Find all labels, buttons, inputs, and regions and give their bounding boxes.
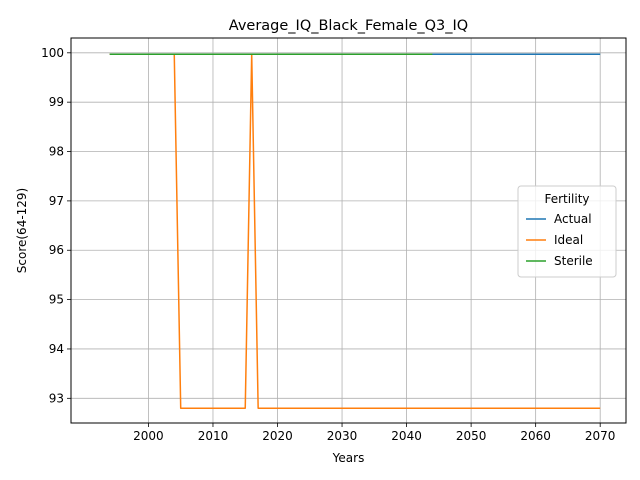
- y-axis-label: Score(64-129): [15, 188, 29, 273]
- y-tick-label: 98: [49, 145, 64, 159]
- chart-title: Average_IQ_Black_Female_Q3_IQ: [229, 18, 468, 34]
- x-axis-label: Years: [332, 451, 365, 465]
- y-tick-label: 96: [49, 243, 64, 257]
- y-axis-ticks: 93 94 95 96 97 98 99 100: [41, 46, 71, 406]
- x-axis-ticks: 2000 2010 2020 2030 2040 2050 2060 2070: [133, 423, 615, 443]
- x-tick-label: 2050: [456, 429, 487, 443]
- legend-title: Fertility: [544, 192, 589, 206]
- legend-label-ideal: Ideal: [554, 233, 583, 247]
- x-tick-label: 2010: [198, 429, 229, 443]
- x-tick-label: 2000: [133, 429, 164, 443]
- legend: Fertility Actual Ideal Sterile: [518, 186, 616, 277]
- x-tick-label: 2060: [520, 429, 551, 443]
- x-tick-label: 2030: [327, 429, 358, 443]
- x-tick-label: 2020: [262, 429, 293, 443]
- x-tick-label: 2070: [585, 429, 616, 443]
- y-tick-label: 99: [49, 95, 64, 109]
- y-tick-label: 93: [49, 391, 64, 405]
- legend-label-actual: Actual: [554, 212, 592, 226]
- y-tick-label: 95: [49, 293, 64, 307]
- legend-label-sterile: Sterile: [554, 254, 593, 268]
- y-tick-label: 97: [49, 194, 64, 208]
- y-tick-label: 100: [41, 46, 64, 60]
- y-tick-label: 94: [49, 342, 64, 356]
- x-tick-label: 2040: [391, 429, 422, 443]
